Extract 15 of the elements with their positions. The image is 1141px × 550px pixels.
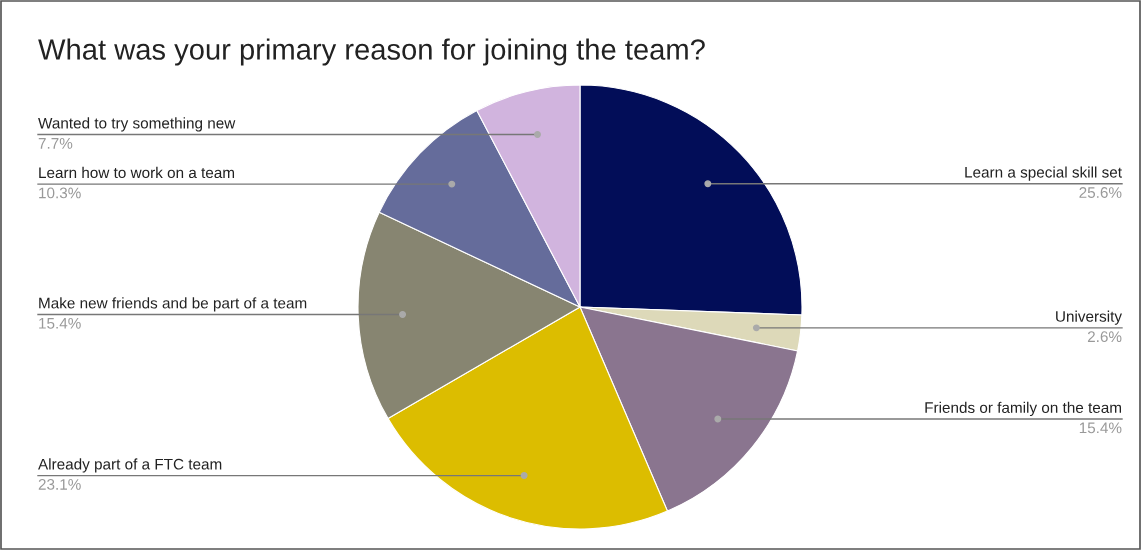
slice-label: Make new friends and be part of a team: [39, 297, 307, 312]
data-label: 15.4%: [39, 317, 81, 329]
slice-label: Already part of a FTC team: [38, 458, 222, 473]
data-label: 10.3%: [39, 187, 81, 199]
data-label: 2.6%: [1087, 331, 1122, 343]
slice-label: Learn how to work on a team: [39, 166, 235, 179]
slice-label: Wanted to try something new: [38, 117, 236, 132]
data-label: 25.6%: [1079, 187, 1122, 198]
slice-label: University: [1056, 310, 1122, 325]
data-label: 7.7%: [38, 138, 73, 149]
chart-title: What was your primary reason for joining the team?: [38, 38, 705, 66]
slice-label: Learn a special skill set: [965, 166, 1122, 181]
data-label: 23.1%: [38, 478, 81, 490]
data-label: 15.4%: [1079, 422, 1122, 434]
slice-label: Friends or family on the team: [925, 401, 1122, 417]
